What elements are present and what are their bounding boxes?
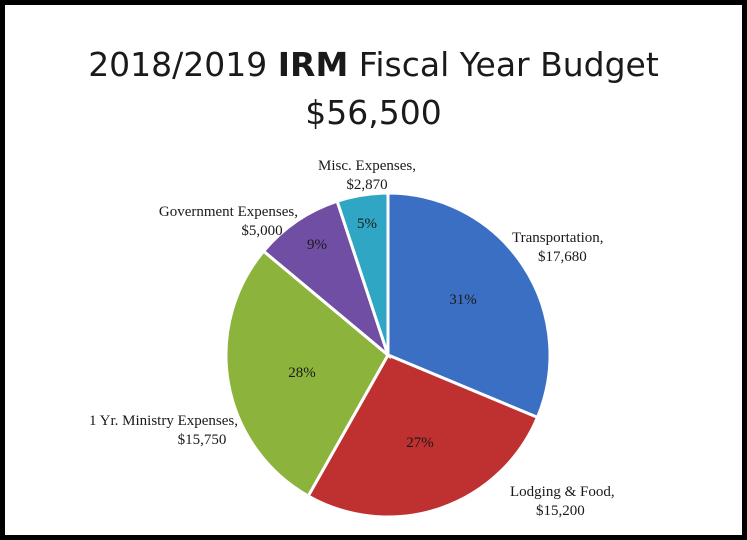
pie-slice [386, 191, 552, 420]
slice-percent-label: 31% [449, 292, 477, 308]
title-bold: IRM [277, 45, 349, 84]
slice-amount-label: $5,000 [241, 223, 282, 239]
slice-amount-label: $15,750 [178, 432, 227, 448]
slice-name-label: Misc. Expenses, [318, 158, 416, 174]
chart-subtitle: $56,500 [305, 93, 442, 132]
pie-slice [224, 249, 390, 499]
title-prefix: 2018/2019 [88, 45, 278, 84]
slice-percent-label: 9% [307, 237, 327, 253]
pie-slices [224, 191, 552, 519]
slice-name-label: Transportation, [512, 230, 604, 246]
slice-name-label: Government Expenses, [159, 204, 298, 220]
pie-slice [335, 191, 390, 356]
slice-percent-label: 28% [288, 365, 316, 381]
pie-slice [261, 199, 392, 360]
slice-amount-label: $2,870 [346, 177, 387, 193]
title-suffix: Fiscal Year Budget [348, 45, 659, 84]
slice-percent-label: 27% [406, 435, 434, 451]
slice-amount-label: $15,200 [536, 503, 585, 519]
slice-amount-label: $17,680 [538, 249, 587, 265]
pie-labels: 31% Transportation, $17,680 27% Lodging & Fo… [89, 158, 615, 519]
slice-percent-label: 5% [357, 216, 377, 232]
chart-title: 2018/2019 IRM Fiscal Year Budget [5, 43, 742, 87]
slice-name-label: Lodging & Food, [510, 484, 615, 500]
slice-name-label: 1 Yr. Ministry Expenses, [89, 413, 238, 429]
